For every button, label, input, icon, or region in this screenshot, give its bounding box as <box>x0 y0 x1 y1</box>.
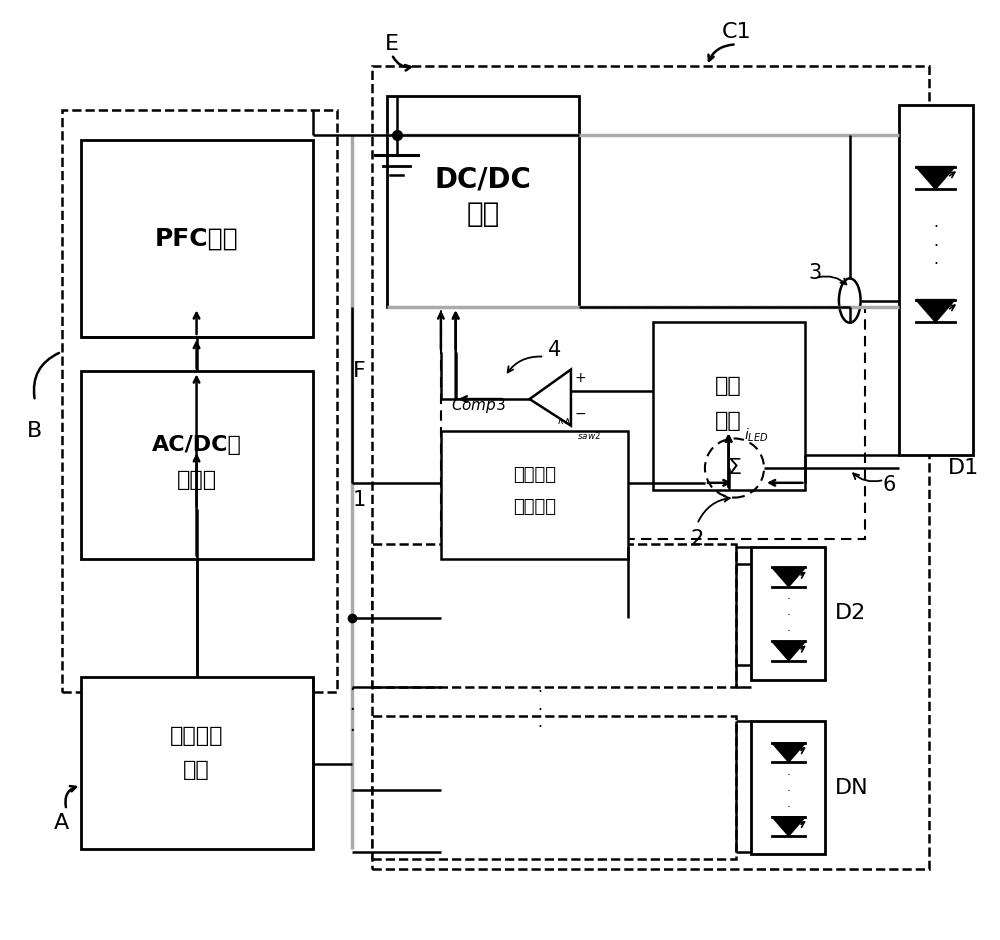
Text: A: A <box>54 813 69 833</box>
Polygon shape <box>772 641 805 661</box>
Text: 6: 6 <box>882 475 896 494</box>
Text: $\wedge\!\wedge$: $\wedge\!\wedge$ <box>556 415 572 426</box>
Polygon shape <box>772 743 805 762</box>
Polygon shape <box>772 568 805 587</box>
Polygon shape <box>772 817 805 836</box>
Text: ·
·
·: · · · <box>933 220 938 273</box>
Bar <box>387 96 579 307</box>
Text: 1: 1 <box>352 490 366 509</box>
Bar <box>372 66 929 869</box>
Text: 发生电路: 发生电路 <box>513 498 556 516</box>
Text: $\Sigma$: $\Sigma$ <box>727 458 742 478</box>
Bar <box>81 140 313 337</box>
Text: E: E <box>385 35 399 55</box>
Bar <box>62 110 337 692</box>
Text: 模块: 模块 <box>183 760 210 780</box>
Bar <box>751 721 825 854</box>
Bar <box>751 547 825 680</box>
Text: $i_{LED}$: $i_{LED}$ <box>744 427 769 445</box>
Bar <box>899 105 973 455</box>
Text: C1: C1 <box>722 22 751 41</box>
Text: 流电路: 流电路 <box>176 470 217 490</box>
Text: 电源管理: 电源管理 <box>170 726 223 746</box>
Text: 4: 4 <box>548 339 561 360</box>
Text: B: B <box>27 420 43 441</box>
Bar <box>372 716 736 859</box>
Bar <box>372 544 736 687</box>
Text: F: F <box>353 362 365 382</box>
Text: DN: DN <box>835 778 869 798</box>
Text: D1: D1 <box>948 458 980 478</box>
Polygon shape <box>916 300 955 322</box>
Text: 补偿: 补偿 <box>715 376 742 397</box>
Bar <box>653 322 805 490</box>
Text: ·
·
·: · · · <box>787 593 791 638</box>
Bar <box>441 431 628 558</box>
Text: PFC电路: PFC电路 <box>155 227 238 250</box>
Text: DC/DC: DC/DC <box>435 165 532 194</box>
Text: −: − <box>575 407 587 421</box>
Text: 2: 2 <box>690 529 704 549</box>
Text: ·
·
·: · · · <box>537 685 542 735</box>
Bar <box>81 677 313 850</box>
Text: AC/DC整: AC/DC整 <box>152 435 241 455</box>
Text: 参考电流: 参考电流 <box>513 466 556 484</box>
Text: 网络: 网络 <box>715 411 742 431</box>
Text: 电路: 电路 <box>467 200 500 227</box>
Text: D2: D2 <box>835 603 866 623</box>
Text: +: + <box>575 371 587 385</box>
Text: $_{saw2}$: $_{saw2}$ <box>577 429 601 442</box>
Text: $Comp3$: $Comp3$ <box>451 397 506 415</box>
Text: ·
·
·: · · · <box>349 681 355 740</box>
Text: ·
·
·: · · · <box>787 769 791 814</box>
Bar <box>441 307 865 539</box>
Polygon shape <box>916 166 955 189</box>
Text: 3: 3 <box>809 263 822 283</box>
Bar <box>81 371 313 558</box>
